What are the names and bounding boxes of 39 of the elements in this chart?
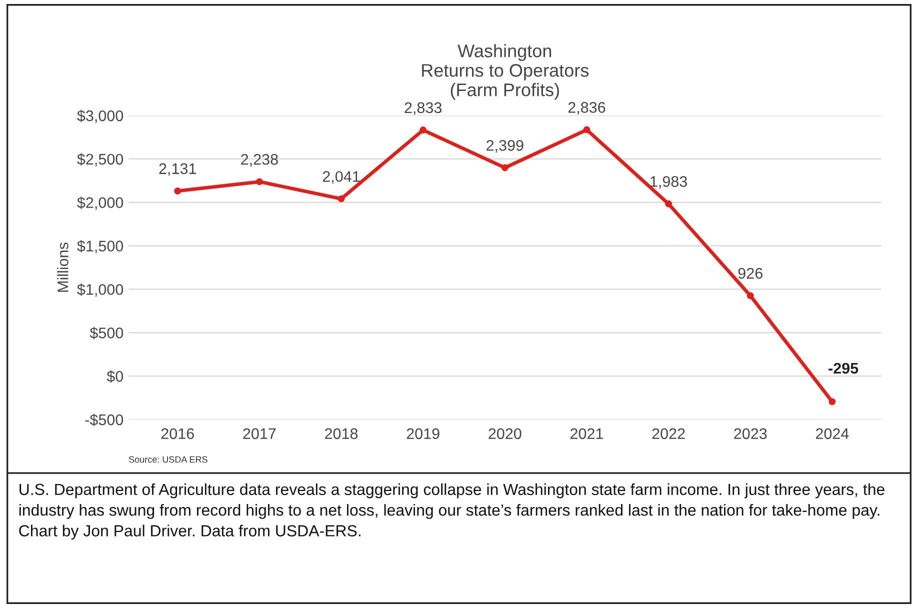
- point: [420, 126, 427, 134]
- y-tick-label: $3,000: [77, 110, 124, 124]
- point: [174, 188, 182, 194]
- chart-title: Washington Returns to Operators (Farm Profits): [422, 44, 589, 100]
- x-tick-label: 2019: [406, 428, 440, 440]
- y-tick-label: -$500: [85, 414, 124, 426]
- point: [338, 195, 345, 202]
- y-axis-title: Millions: [57, 242, 68, 292]
- y-tick-label: $1,500: [77, 240, 124, 254]
- point: [501, 164, 508, 172]
- data-label: 2,131: [159, 163, 196, 176]
- point: [665, 200, 672, 208]
- source-note: Source: USDA ERS: [128, 456, 208, 463]
- x-tick-label: 2017: [243, 428, 276, 440]
- data-label: 926: [738, 268, 762, 279]
- data-label: 2,836: [568, 102, 606, 115]
- point: [583, 126, 590, 134]
- data-label: -295: [828, 362, 858, 374]
- x-tick-label: 2023: [734, 428, 767, 440]
- point: [256, 178, 263, 186]
- point: [828, 398, 836, 406]
- x-tick-label: 2022: [652, 428, 685, 440]
- y-tick-label: $2,000: [77, 196, 124, 210]
- data-label: 2,833: [404, 102, 442, 115]
- x-tick-label: 2020: [488, 428, 522, 440]
- x-tick-label: 2016: [161, 428, 194, 440]
- data-label: 2,399: [486, 140, 524, 153]
- data-label: 2,041: [322, 171, 360, 184]
- y-tick-label: $500: [90, 326, 124, 340]
- point: [746, 292, 754, 300]
- y-tick-label: $0: [106, 370, 124, 383]
- text: U.S. Department of Agriculture data reveals a staggering collapse in Washington state farm income. In just three years, the industry has swung from record highs to a net loss, leaving our state’s farmers ranked last in the nation for take-home pay. Chart by Jon Paul Driver. Data from USDA-ERS.: [19, 483, 884, 540]
- x-tick-label: 2021: [570, 428, 603, 440]
- y-tick-label: $2,500: [77, 153, 124, 166]
- x-tick-label: 2024: [816, 428, 849, 440]
- x-tick-label: 2018: [325, 428, 358, 440]
- data-label: 1,983: [650, 176, 687, 189]
- y-tick-label: $1,000: [77, 283, 124, 297]
- data-label: 2,238: [241, 154, 278, 167]
